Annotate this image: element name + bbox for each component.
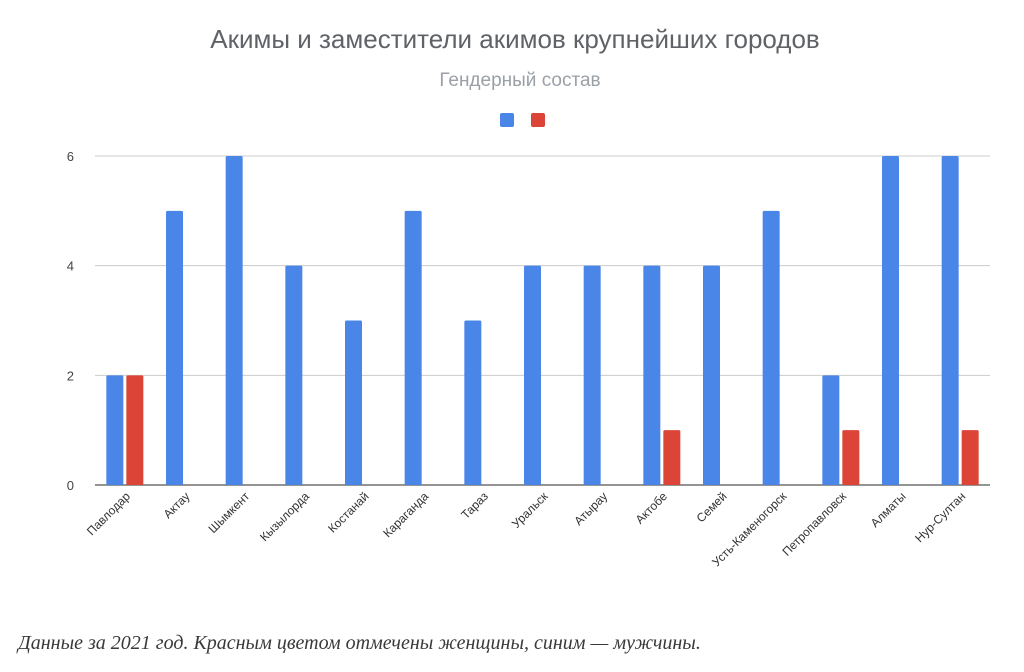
y-tick-label: 6 bbox=[67, 149, 74, 164]
bar-blue bbox=[941, 156, 959, 485]
bar-blue bbox=[464, 320, 482, 485]
bar-blue bbox=[762, 210, 780, 486]
y-tick-label: 4 bbox=[67, 259, 74, 274]
bar-blue bbox=[166, 210, 183, 486]
y-tick-label: 2 bbox=[67, 368, 74, 383]
x-tick-label: Нур-Султан bbox=[912, 489, 968, 545]
x-tick-label: Уральск bbox=[509, 489, 551, 531]
bars bbox=[106, 156, 979, 486]
x-tick-label: Павлодар bbox=[84, 489, 133, 538]
bar-blue bbox=[882, 156, 899, 485]
x-tick-label: Актобе bbox=[633, 489, 671, 527]
bar-blue bbox=[225, 156, 243, 485]
legend-swatch-0 bbox=[500, 113, 514, 127]
x-tick-label: Актау bbox=[161, 489, 193, 521]
x-axis-labels: Павлодар Актау Шымкент Кызылорда Костанай Кар… bbox=[84, 489, 968, 570]
bar-blue bbox=[822, 375, 840, 485]
y-tick-label: 0 bbox=[67, 478, 74, 493]
gridlines bbox=[95, 155, 990, 486]
x-tick-label: Семей bbox=[694, 489, 730, 525]
bar-red bbox=[126, 375, 144, 485]
legend bbox=[500, 113, 545, 127]
x-tick-label: Кызылорда bbox=[257, 489, 312, 544]
bar-blue bbox=[583, 265, 601, 485]
legend-swatch-1 bbox=[531, 113, 545, 127]
chart-caption: Данные за 2021 год. Красным цветом отмеч… bbox=[18, 632, 701, 654]
x-tick-label: Петропавловск bbox=[779, 489, 849, 559]
chart-title: Акимы и заместители акимов крупнейших го… bbox=[210, 24, 820, 54]
x-tick-label: Атырау bbox=[571, 489, 610, 528]
bar-blue bbox=[404, 210, 422, 486]
bar-blue bbox=[643, 265, 661, 485]
bar-blue bbox=[106, 375, 124, 485]
bar-blue bbox=[285, 265, 303, 485]
x-tick-label: Караганда bbox=[380, 489, 431, 540]
bar-blue bbox=[524, 265, 541, 485]
bar-blue bbox=[345, 320, 362, 485]
x-tick-label: Тараз bbox=[458, 489, 491, 522]
x-tick-label: Алматы bbox=[868, 489, 909, 530]
bar-blue bbox=[703, 265, 720, 485]
y-axis-ticks: 0 2 4 6 bbox=[67, 149, 74, 493]
bar-red bbox=[961, 430, 979, 485]
bar-red bbox=[663, 430, 681, 485]
bar-chart: Акимы и заместители акимов крупнейших го… bbox=[67, 24, 990, 570]
x-tick-label: Костанай bbox=[325, 489, 371, 535]
bar-red bbox=[842, 430, 860, 485]
chart-subtitle: Гендерный состав bbox=[439, 70, 600, 91]
x-tick-label: Шымкент bbox=[206, 489, 253, 536]
